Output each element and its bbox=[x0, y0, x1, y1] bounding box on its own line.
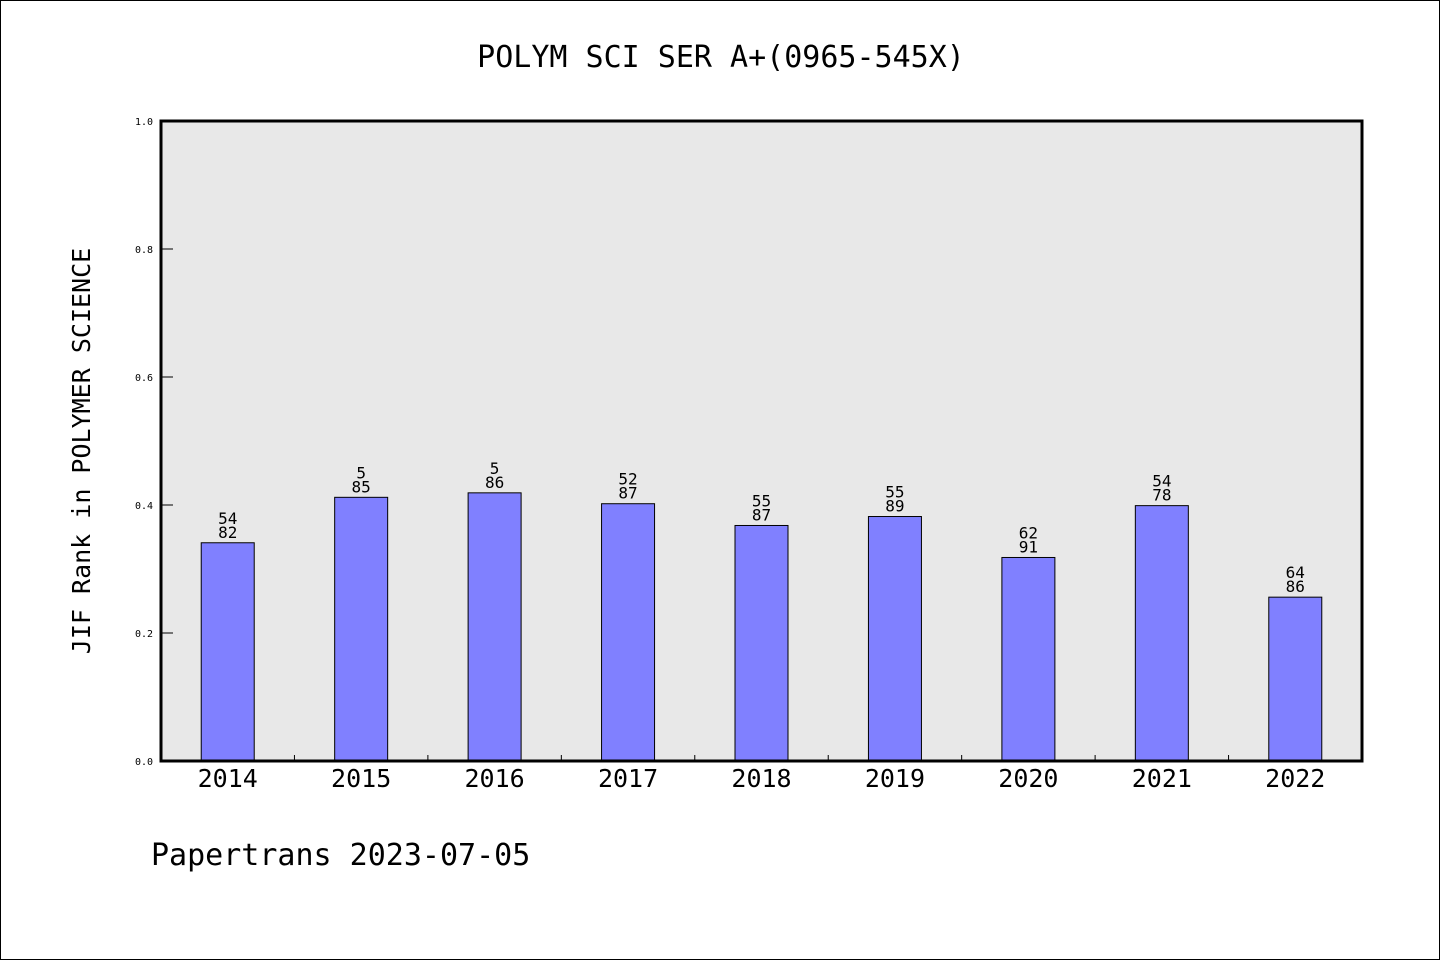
y-tick-label: 0.4 bbox=[135, 501, 153, 512]
plot-border bbox=[159, 119, 1364, 763]
data-label-total: 85 bbox=[352, 477, 371, 496]
bar bbox=[467, 492, 522, 762]
x-tick-label: 2018 bbox=[731, 764, 791, 793]
data-label-rank: 54 bbox=[1152, 472, 1171, 491]
y-tick-label: 0.2 bbox=[135, 629, 153, 640]
x-tick-label: 2016 bbox=[465, 764, 525, 793]
bar bbox=[601, 503, 656, 762]
y-tick-label: 0.0 bbox=[135, 757, 153, 768]
data-label-rank: 55 bbox=[885, 483, 904, 502]
data-label-total: 86 bbox=[485, 473, 504, 492]
data-label-total: 86 bbox=[1286, 577, 1305, 596]
y-axis-label: JIF Rank in POLYMER SCIENCE bbox=[67, 248, 96, 654]
x-tick-label: 2015 bbox=[331, 764, 391, 793]
data-label-total: 82 bbox=[218, 523, 237, 542]
bar bbox=[734, 524, 789, 762]
data-label-rank: 54 bbox=[218, 509, 237, 528]
y-tick-label: 1.0 bbox=[135, 117, 153, 128]
y-tick-label: 0.6 bbox=[135, 373, 153, 384]
bar bbox=[1134, 505, 1189, 762]
data-label-rank: 55 bbox=[752, 491, 771, 510]
footer-credit: Papertrans 2023-07-05 bbox=[151, 838, 530, 873]
x-tick-label: 2021 bbox=[1132, 764, 1192, 793]
x-tick-label: 2014 bbox=[198, 764, 258, 793]
data-label-rank: 62 bbox=[1019, 523, 1038, 542]
data-label-total: 87 bbox=[752, 505, 771, 524]
x-axis: 2014 2015 2016 2017 2018 2019 2020 2021 2022 bbox=[198, 755, 1325, 793]
bar bbox=[1001, 556, 1056, 762]
data-label-rank: 5 bbox=[356, 463, 366, 482]
data-label-rank: 5 bbox=[490, 459, 500, 478]
data-label-rank: 52 bbox=[618, 470, 637, 489]
data-label-rank: 64 bbox=[1286, 563, 1305, 582]
bars-layer bbox=[200, 492, 1323, 762]
y-tick-label: 0.8 bbox=[135, 245, 153, 256]
x-tick-label: 2020 bbox=[998, 764, 1058, 793]
data-label-total: 78 bbox=[1152, 486, 1171, 505]
bar bbox=[334, 496, 389, 762]
bar bbox=[867, 516, 922, 762]
data-label-total: 89 bbox=[885, 497, 904, 516]
bar bbox=[200, 542, 255, 762]
x-tick-label: 2022 bbox=[1265, 764, 1325, 793]
x-tick-label: 2017 bbox=[598, 764, 658, 793]
x-tick-label: 2019 bbox=[865, 764, 925, 793]
bar bbox=[1268, 596, 1323, 762]
data-label-total: 87 bbox=[618, 484, 637, 503]
data-label-total: 91 bbox=[1019, 537, 1038, 556]
chart-title: POLYM SCI SER A+(0965-545X) bbox=[477, 40, 965, 75]
